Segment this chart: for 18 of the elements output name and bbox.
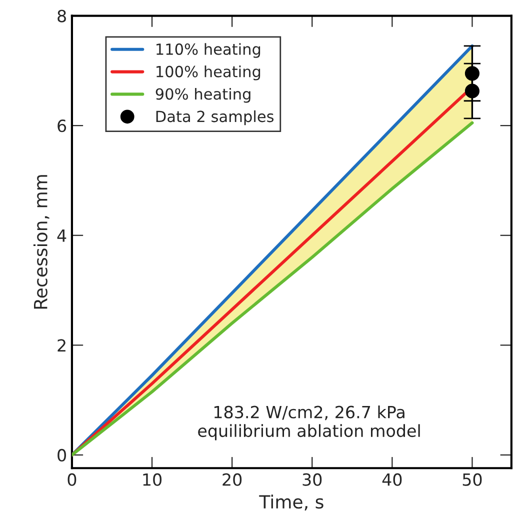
x-tick-label: 50 — [462, 473, 482, 486]
x-tick-label: 10 — [143, 473, 162, 486]
legend-label: 90% heating — [156, 88, 250, 103]
y-tick-label: 8 — [58, 10, 66, 22]
legend-label: Data 2 samples — [156, 110, 274, 126]
y-tick-label: 2 — [58, 339, 66, 352]
x-tick-label: 40 — [382, 473, 402, 486]
y-axis-title: Recession, mm — [33, 175, 50, 309]
x-axis-title: Time, s — [259, 494, 324, 511]
y-tick-label: 0 — [58, 448, 66, 462]
x-tick-label: 30 — [302, 473, 322, 486]
annotation: 183.2 W/cm2, 26.7 kPa equilibrium ablation model — [198, 406, 420, 440]
x-tick-label: 0 — [68, 473, 76, 486]
x-tick-label: 20 — [222, 473, 242, 486]
legend-label: 100% heating — [156, 66, 260, 80]
legend-label: 110% heating — [156, 43, 260, 58]
y-tick-label: 4 — [57, 230, 66, 242]
y-tick-label: 6 — [58, 120, 66, 132]
